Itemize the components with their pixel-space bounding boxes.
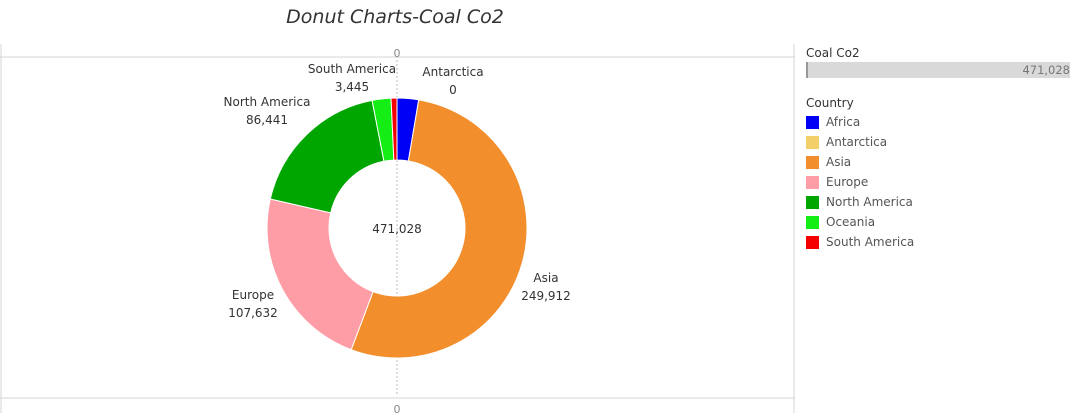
legend-label: Asia bbox=[826, 155, 852, 169]
legend-label: Oceania bbox=[826, 215, 876, 229]
legend-item[interactable]: Oceania bbox=[806, 212, 1072, 232]
axis-zero-top: 0 bbox=[394, 47, 401, 60]
slice-label-value: 249,912 bbox=[521, 289, 571, 303]
legend-item[interactable]: Asia bbox=[806, 152, 1072, 172]
slice-label-value: 107,632 bbox=[228, 306, 278, 320]
donut-slice-europe[interactable] bbox=[266, 198, 374, 351]
measure-range-bar: 471,028 bbox=[806, 62, 1070, 78]
legend-swatch bbox=[806, 195, 819, 209]
legend-swatch bbox=[806, 175, 819, 189]
legend-swatch bbox=[806, 115, 819, 129]
donut-center-total: 471,028 bbox=[372, 222, 422, 236]
color-legend-items: Africa Antarctica Asia Europe North America O… bbox=[806, 112, 1072, 252]
legend-item[interactable]: North America bbox=[806, 192, 1072, 212]
legend-label: Africa bbox=[826, 115, 861, 129]
donut-chart: 0 0 Asia 249,912 Europe 107,632 North Americ… bbox=[0, 44, 795, 413]
slice-label-value: 3,445 bbox=[335, 80, 369, 94]
donut-slices bbox=[266, 97, 528, 359]
legend-label: North America bbox=[826, 195, 913, 209]
donut-slice-south-america[interactable] bbox=[390, 97, 398, 161]
chart-title: Donut Charts-Coal Co2 bbox=[286, 6, 504, 28]
slice-label-name: Asia bbox=[533, 271, 558, 285]
legend-label: Antarctica bbox=[826, 135, 888, 149]
legend-label: South America bbox=[826, 235, 915, 249]
legend-label: Europe bbox=[826, 175, 869, 189]
slice-label-value: 86,441 bbox=[246, 113, 288, 127]
slice-label-name: South America bbox=[308, 62, 396, 76]
slice-label-name: North America bbox=[224, 95, 311, 109]
legend-item[interactable]: Europe bbox=[806, 172, 1072, 192]
slice-label-name: Antarctica bbox=[422, 65, 483, 79]
measure-range-value: 471,028 bbox=[1022, 63, 1070, 77]
axis-zero-bottom: 0 bbox=[394, 403, 401, 413]
legend-swatch bbox=[806, 135, 819, 149]
measure-legend-title: Coal Co2 bbox=[806, 46, 860, 60]
chart-frame bbox=[0, 44, 795, 413]
legend-item[interactable]: Africa bbox=[806, 112, 1072, 132]
legend-item[interactable]: South America bbox=[806, 232, 1072, 252]
legend-swatch bbox=[806, 235, 819, 249]
slice-label-value: 0 bbox=[449, 83, 457, 97]
legend-swatch bbox=[806, 215, 819, 229]
legend: Coal Co2 471,028 Country Africa Antarctic… bbox=[806, 46, 1072, 252]
legend-swatch bbox=[806, 155, 819, 169]
donut-slice-asia[interactable] bbox=[350, 99, 528, 359]
slice-label-name: Europe bbox=[232, 288, 274, 302]
color-legend-title: Country bbox=[806, 96, 854, 110]
slice-labels: Asia 249,912 Europe 107,632 North America 86,… bbox=[224, 62, 571, 320]
legend-item[interactable]: Antarctica bbox=[806, 132, 1072, 152]
